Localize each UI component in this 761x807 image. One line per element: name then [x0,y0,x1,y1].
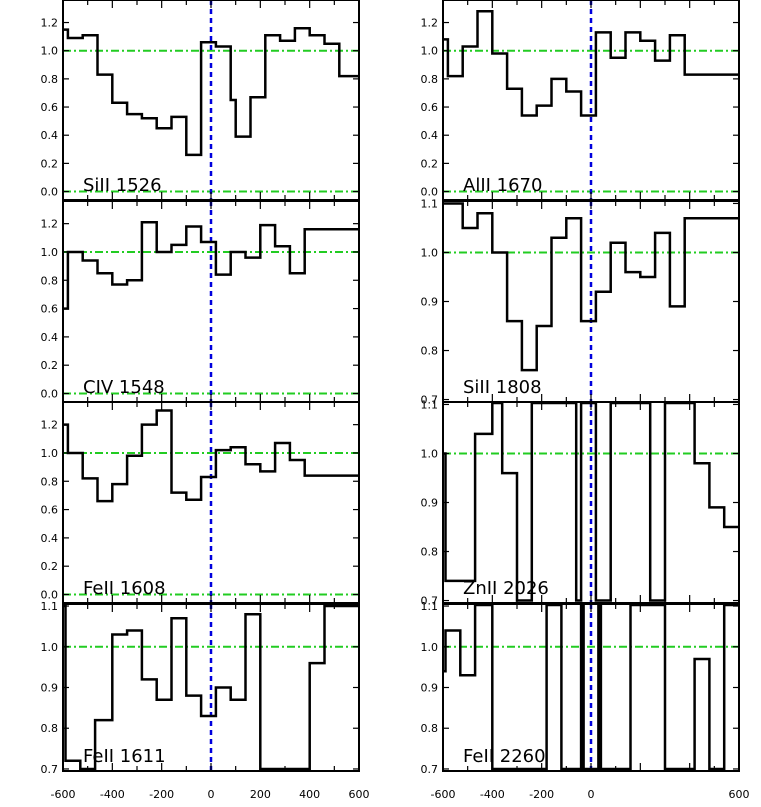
y-tick-label: 1.1 [421,398,439,411]
y-tick-label: 1.0 [421,45,439,58]
y-tick-label: 0.8 [41,274,59,287]
x-tick-label: 600 [349,788,370,801]
y-tick-label: 0.8 [421,546,439,559]
x-tick-label: -200 [529,788,554,801]
y-tick-label: 0.7 [41,763,59,776]
y-tick-label: 0.7 [421,394,439,407]
y-tick-label: 0.8 [421,722,439,735]
y-tick-label: 0.6 [421,101,439,114]
y-tick-label: 1.1 [421,197,439,210]
y-tick-label: 0.8 [421,345,439,358]
y-tick-label: 1.2 [41,17,59,30]
x-tick-label: -600 [431,788,456,801]
panel-label: FeII 1608 [83,578,166,599]
panel-label: CIV 1548 [83,377,165,398]
y-tick-label: 0.2 [41,359,59,372]
x-tick-label: -600 [51,788,76,801]
y-tick-label: 0.0 [41,388,59,401]
y-tick-label: 1.0 [41,45,59,58]
spectrum-line [443,202,739,372]
x-tick-label: -200 [149,788,174,801]
panel-7: 0.7 0.8 0.9 1.0 1.1 -600 -400 -200 0 200 400 600 FeI… [41,600,370,801]
x-tick-label: 600 [729,788,750,801]
y-tick-label: 1.0 [421,447,439,460]
y-tick-label: 1.0 [41,447,59,460]
panel-label: FeII 2260 [463,746,546,767]
y-tick-label: 1.0 [41,246,59,259]
x-tick-label: -400 [480,788,505,801]
y-tick-label: 1.1 [421,600,439,613]
y-tick-label: 0.2 [41,560,59,573]
y-tick-label: 1.2 [421,17,439,30]
spectrum-line [63,220,359,310]
y-tick-label: 0.8 [421,73,439,86]
spectrum-line [63,604,359,771]
y-tick-label: 0.9 [421,497,439,510]
y-tick-label: 1.2 [41,218,59,231]
y-tick-label: 0.9 [41,682,59,695]
panel-5: 0.0 0.2 0.4 0.6 0.8 1.0 1.2 FeII 1608 [41,401,360,604]
panel-label: SiII 1808 [463,377,542,398]
y-tick-label: 0.9 [421,682,439,695]
y-tick-label: 0.6 [41,303,59,316]
y-tick-label: 0.6 [41,504,59,517]
x-tick-label: 400 [299,788,320,801]
y-tick-label: 0.6 [41,101,59,114]
y-tick-label: 1.0 [421,246,439,259]
panel-2: 0.0 0.2 0.4 0.6 0.8 1.0 1.2 AlII 1670 [421,0,740,201]
spectrum-line [443,10,739,117]
y-tick-label: 0.2 [421,157,439,170]
panel-label: ZnII 2026 [463,578,549,599]
y-tick-label: 0.8 [41,73,59,86]
panel-1: 0.0 0.2 0.4 0.6 0.8 1.0 1.2 SiII 1526 [41,0,360,201]
panel-3: 0.0 0.2 0.4 0.6 0.8 1.0 1.2 CIV 1548 [41,200,360,403]
spectrum-line [63,26,359,157]
x-tick-label: -400 [100,788,125,801]
y-tick-label: 0.0 [41,589,59,602]
panel-4: 0.7 0.8 0.9 1.0 1.1 SiII 1808 [421,197,740,407]
y-tick-label: 1.0 [41,641,59,654]
y-tick-label: 0.4 [421,129,439,142]
y-tick-label: 1.0 [421,641,439,654]
y-tick-label: 0.4 [41,331,59,344]
y-tick-label: 0.8 [41,475,59,488]
x-tick-label: 0 [588,788,595,801]
y-tick-label: 0.4 [41,129,59,142]
panel-label: AlII 1670 [463,175,542,196]
panel-8: 0.7 0.8 0.9 1.0 1.1 -600 -400 -200 0 600 FeII 2260 [421,600,750,801]
y-tick-label: 0.2 [41,157,59,170]
panel-label: SiII 1526 [83,175,162,196]
x-tick-label: 0 [208,788,215,801]
y-tick-label: 0.8 [41,722,59,735]
y-tick-label: 0.7 [421,595,439,608]
panel-6: 0.7 0.8 0.9 1.0 1.1 ZnII 2026 [421,398,740,608]
panel-label: FeII 1611 [83,746,166,767]
y-tick-label: 0.9 [421,296,439,309]
x-tick-label: 200 [250,788,271,801]
y-tick-label: 0.4 [41,532,59,545]
y-tick-label: 1.1 [41,600,59,613]
y-tick-label: 0.7 [421,763,439,776]
y-tick-label: 0.0 [421,186,439,199]
y-tick-label: 0.0 [41,186,59,199]
spectrum-line [63,409,359,503]
y-tick-label: 1.2 [41,419,59,432]
